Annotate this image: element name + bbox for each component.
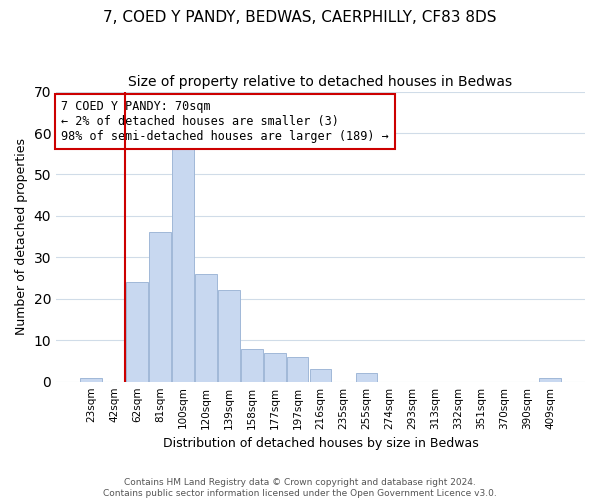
- Bar: [195, 274, 217, 382]
- Bar: [264, 352, 286, 382]
- Y-axis label: Number of detached properties: Number of detached properties: [15, 138, 28, 335]
- Text: Contains HM Land Registry data © Crown copyright and database right 2024.
Contai: Contains HM Land Registry data © Crown c…: [103, 478, 497, 498]
- Title: Size of property relative to detached houses in Bedwas: Size of property relative to detached ho…: [128, 75, 512, 89]
- Bar: [149, 232, 171, 382]
- Bar: [310, 369, 331, 382]
- Bar: [356, 374, 377, 382]
- Bar: [287, 357, 308, 382]
- Bar: [80, 378, 102, 382]
- Bar: [218, 290, 239, 382]
- Bar: [126, 282, 148, 382]
- Bar: [241, 348, 263, 382]
- Bar: [539, 378, 561, 382]
- Bar: [172, 146, 194, 382]
- Text: 7, COED Y PANDY, BEDWAS, CAERPHILLY, CF83 8DS: 7, COED Y PANDY, BEDWAS, CAERPHILLY, CF8…: [103, 10, 497, 25]
- X-axis label: Distribution of detached houses by size in Bedwas: Distribution of detached houses by size …: [163, 437, 478, 450]
- Text: 7 COED Y PANDY: 70sqm
← 2% of detached houses are smaller (3)
98% of semi-detach: 7 COED Y PANDY: 70sqm ← 2% of detached h…: [61, 100, 389, 144]
